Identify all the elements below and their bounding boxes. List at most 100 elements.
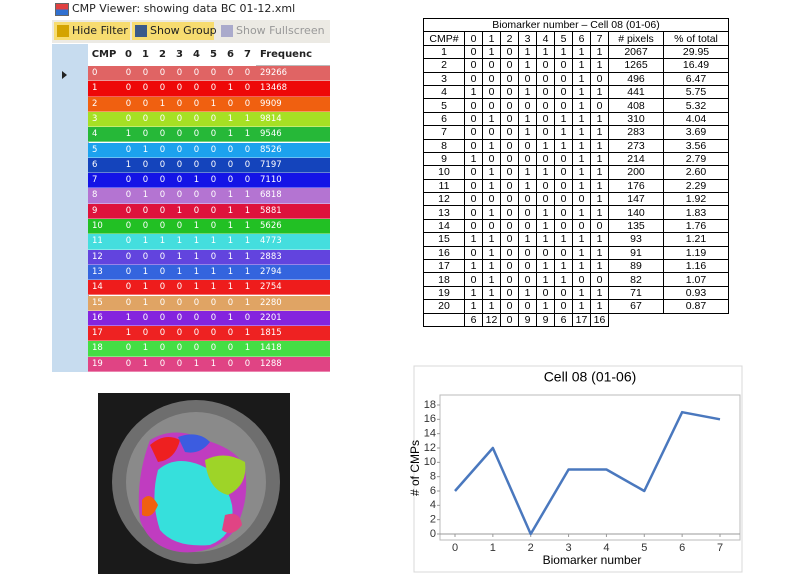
grid-cell: 0 xyxy=(125,282,132,293)
grid-cell: 5 xyxy=(92,144,98,155)
y-tick-label: 2 xyxy=(430,514,436,526)
data-line xyxy=(454,410,721,536)
grid-row[interactable]: 12 0 0 0 1 1 0 1 1 2883 xyxy=(88,249,330,265)
grid-cell: 1 xyxy=(210,98,217,109)
grid-cell: 0 xyxy=(227,297,234,308)
toolbar-button[interactable]: Hide Filter xyxy=(54,22,130,40)
table-cell: 1 xyxy=(554,111,573,127)
table-row: 5 0 0 0 0 0 0 1 0 408 5.32 xyxy=(423,98,729,113)
toolbar-button[interactable]: Show Group xyxy=(132,22,217,40)
button-label: Show Fullscreen xyxy=(236,24,325,37)
grid-cell: 0 xyxy=(142,312,149,323)
grid-cell: 1 xyxy=(142,297,149,308)
grid-row[interactable]: 6 1 0 0 0 0 0 0 0 7197 xyxy=(88,157,330,174)
table-row: 1 0 1 0 1 1 1 1 1 2067 29.95 xyxy=(423,44,729,60)
grid-cell: 0 xyxy=(210,297,217,308)
grid-cell: 1 xyxy=(125,159,132,170)
grid-row[interactable]: 2 0 0 1 0 0 1 0 0 9909 xyxy=(88,96,330,112)
grid-row[interactable]: 19 0 1 0 0 1 1 0 0 1288 xyxy=(88,356,330,372)
grid-cell: 1 xyxy=(244,328,251,339)
grid-cell: 0 xyxy=(125,236,132,247)
grid-cell: 1 xyxy=(92,83,98,94)
grid-cell: 9546 xyxy=(260,129,282,140)
grid-cell: 0 xyxy=(159,205,166,216)
grid-row[interactable]: 4 1 0 0 0 0 0 1 1 9546 xyxy=(88,127,330,143)
grid-cell: 5881 xyxy=(260,205,282,216)
grid-cell: 0 xyxy=(210,175,217,186)
scan-image xyxy=(98,393,290,574)
total-cell: 6 xyxy=(554,312,573,327)
x-tick-label: 4 xyxy=(603,542,609,554)
grid-cell: 1 xyxy=(227,282,234,293)
grid-cell: 0 xyxy=(159,144,166,155)
grid-cell: 0 xyxy=(176,328,183,339)
grid-row[interactable]: 15 0 1 0 0 0 0 0 1 2280 xyxy=(88,295,330,311)
cmp-viewer: CMP Viewer: showing data BC 01-12.xml Hi… xyxy=(52,0,330,372)
grid-row[interactable]: 14 0 1 0 0 1 1 1 1 2754 xyxy=(88,280,330,296)
line-chart: Cell 08 (01-06) Biomarker number # of CM… xyxy=(408,365,743,573)
grid-cell: 0 xyxy=(176,282,183,293)
grid-cell: 0 xyxy=(244,83,251,94)
grid-row[interactable]: 13 0 1 0 1 1 1 1 1 2794 xyxy=(88,264,330,281)
grid-cell: 0 xyxy=(176,129,183,140)
grid-cell: 7 xyxy=(92,175,98,186)
grid-row[interactable]: 8 0 1 0 0 0 0 1 1 6818 xyxy=(88,188,330,204)
grid-cell: 0 xyxy=(159,175,166,186)
grid-cell: 0 xyxy=(142,159,149,170)
grid-cell: 1 xyxy=(193,266,200,277)
grid-cell: 0 xyxy=(210,190,217,201)
grid-row[interactable]: 5 0 1 0 0 0 0 0 0 8526 xyxy=(88,142,330,158)
grid-cell: 8526 xyxy=(260,144,282,155)
grid-cell: 8 xyxy=(92,190,98,201)
grid-cell: 0 xyxy=(210,144,217,155)
x-tick-label: 3 xyxy=(566,542,572,554)
table-cell: 441 xyxy=(608,84,664,100)
grid-row[interactable]: 16 1 0 0 0 0 0 1 0 2201 xyxy=(88,310,330,327)
grid-cell: 0 xyxy=(176,190,183,201)
toolbar-button[interactable]: Show Fullscreen xyxy=(218,22,330,40)
grid-cell: 0 xyxy=(159,68,166,78)
grid-cell: 0 xyxy=(227,358,234,369)
grid-row[interactable]: 3 0 0 0 0 0 0 1 1 9814 xyxy=(88,111,330,128)
grid-cell: 0 xyxy=(125,205,132,216)
grid-cell: 0 xyxy=(125,190,132,201)
grid-cell: 0 xyxy=(159,312,166,323)
grid-cell: 1 xyxy=(210,282,217,293)
grid-cell: 1 xyxy=(193,236,200,247)
grid-cell: 0 xyxy=(244,68,251,78)
table-cell: 29.95 xyxy=(663,44,729,60)
grid-cell: 0 xyxy=(159,282,166,293)
grid-cell: 1 xyxy=(159,98,166,109)
grid-row[interactable]: 0 0 0 0 0 0 0 0 0 29266 xyxy=(88,66,330,82)
grid-cell: 1 xyxy=(244,236,251,247)
grid-cell: 2754 xyxy=(260,282,282,293)
grid-cell: 1 xyxy=(193,358,200,369)
grid-row[interactable]: 1 0 0 0 0 0 0 1 0 13468 xyxy=(88,81,330,97)
grid-cell: 0 xyxy=(193,312,200,323)
grid-cell: 0 xyxy=(193,159,200,170)
grid-cell: 1 xyxy=(125,328,132,339)
table-row: 9 1 0 0 0 0 0 1 1 214 2.79 xyxy=(423,151,729,167)
grid-row[interactable]: 7 0 0 0 0 1 0 0 0 7110 xyxy=(88,173,330,189)
grid-row[interactable]: 11 0 1 1 1 1 1 1 1 4773 xyxy=(88,234,330,250)
grid-row[interactable]: 10 0 0 0 0 1 0 1 1 5626 xyxy=(88,219,330,235)
grid-cell: 1 xyxy=(193,282,200,293)
grid-cell: 6 xyxy=(92,159,98,170)
header-cell: # pixels xyxy=(608,31,664,46)
grid-row[interactable]: 9 0 0 0 1 0 0 1 1 5881 xyxy=(88,203,330,219)
grid-cell: 1 xyxy=(244,343,251,354)
table-cell: 4.04 xyxy=(663,111,729,127)
grid-cell: 9814 xyxy=(260,113,282,124)
grid-row[interactable]: 17 1 0 0 0 0 0 0 1 1815 xyxy=(88,326,330,342)
grid-cell: 0 xyxy=(125,221,132,231)
total-cell: 0 xyxy=(500,312,519,327)
table-cell: 0.93 xyxy=(663,285,729,301)
table-row: 18 0 1 0 0 1 1 0 0 82 1.07 xyxy=(423,272,729,287)
y-axis-label: # of CMPs xyxy=(408,440,422,496)
grid-cell: 0 xyxy=(227,328,234,339)
grid-cell: 1 xyxy=(227,236,234,247)
table-row: 6 0 1 0 1 0 1 1 1 310 4.04 xyxy=(423,111,729,127)
grid-row[interactable]: 18 0 1 0 0 0 0 0 1 1418 xyxy=(88,341,330,357)
table-cell: 283 xyxy=(608,125,664,140)
